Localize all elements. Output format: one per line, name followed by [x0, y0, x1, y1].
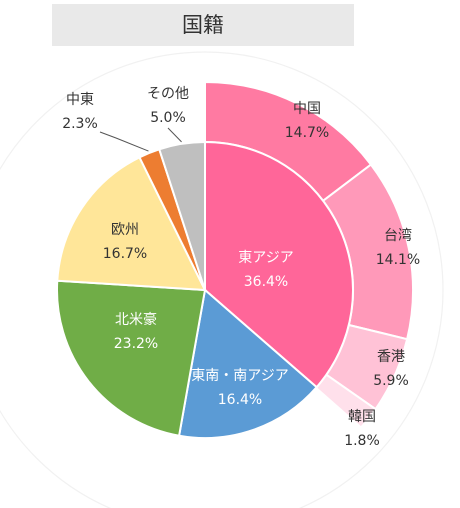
slice-labels: 東アジア 36.4% 東南・南アジア 16.4% 北米豪 23.2% 欧州 16.7% 中東 2.… — [62, 86, 420, 449]
inner-label-value-1: 16.4% — [218, 392, 262, 408]
leader-line-5 — [167, 127, 182, 143]
ghost-ring — [0, 51, 444, 508]
inner-slice-2 — [56, 279, 207, 437]
chart-title: 国籍 — [182, 13, 224, 37]
outer-label-value-1: 14.1% — [376, 252, 420, 268]
outer-label-value-0: 14.7% — [285, 125, 329, 141]
inner-label-value-4: 2.3% — [62, 116, 98, 132]
leader-line-4 — [99, 131, 149, 152]
outer-label-name-1: 台湾 — [384, 227, 412, 244]
inner-label-name-1: 東南・南アジア — [191, 368, 288, 384]
inner-slice-3 — [56, 155, 207, 292]
inner-label-value-0: 36.4% — [244, 274, 288, 290]
outer-label-name-2: 香港 — [377, 349, 405, 365]
outer-label-name-3: 韓国 — [348, 409, 376, 425]
outer-label-name-0: 中国 — [293, 101, 321, 117]
leader-lines — [99, 127, 182, 152]
inner-label-value-2: 23.2% — [114, 336, 158, 352]
inner-label-value-5: 5.0% — [150, 110, 186, 126]
inner-slice-0 — [204, 140, 354, 389]
inner-label-name-5: その他 — [147, 86, 189, 102]
inner-label-name-3: 欧州 — [111, 222, 139, 238]
inner-pie — [56, 140, 354, 439]
inner-label-name-2: 北米豪 — [115, 312, 157, 328]
inner-label-value-3: 16.7% — [103, 246, 147, 262]
inner-label-name-0: 東アジア — [238, 250, 293, 266]
inner-label-name-4: 中東 — [66, 92, 94, 108]
outer-label-value-3: 1.8% — [344, 433, 380, 449]
inner-slice-1 — [177, 288, 319, 439]
chart-title-box: 国籍 — [52, 4, 354, 46]
inner-slice-5 — [158, 140, 206, 291]
outer-label-value-2: 5.9% — [373, 373, 409, 389]
